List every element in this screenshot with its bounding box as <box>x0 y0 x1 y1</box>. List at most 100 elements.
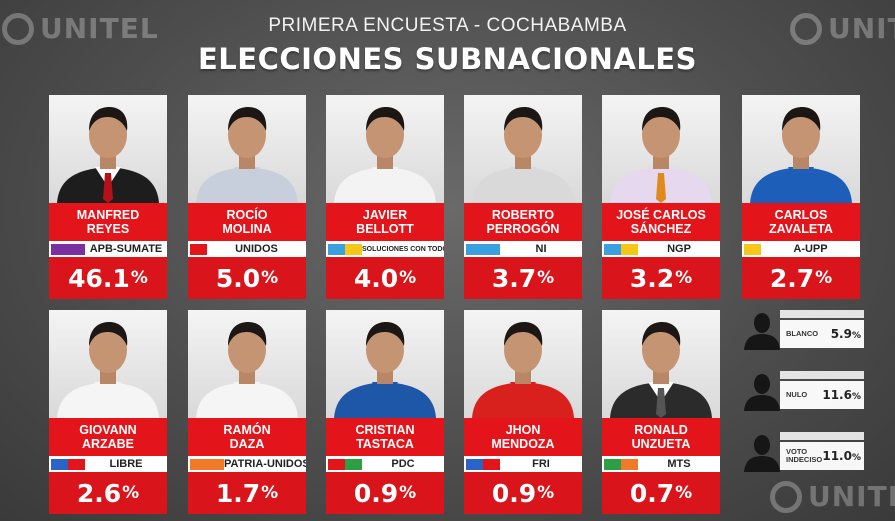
party-flag-icon <box>190 243 207 255</box>
percentage-value: 0.7 <box>629 478 675 508</box>
percentage-unit: % <box>122 483 140 503</box>
party-row: APB-SUMATE <box>49 241 167 257</box>
party-row: NI <box>464 241 582 257</box>
candidate-card: GIOVANN ARZABE LIBRE 2.6% <box>49 310 167 514</box>
other-vote-label: VOTO INDECISO <box>786 447 823 464</box>
flag-stripe <box>483 458 500 470</box>
party-flag-icon <box>190 458 224 470</box>
candidate-percentage: 0.9% <box>326 472 444 514</box>
unitel-watermark-logo: UNITEL <box>770 480 895 513</box>
party-name: A-UPP <box>793 243 828 255</box>
party-row: MTS <box>602 456 720 472</box>
candidate-percentage: 5.0% <box>188 257 306 299</box>
flag-stripe <box>483 243 500 255</box>
candidate-name: JAVIER BELLOTT <box>326 203 444 241</box>
percentage-unit: % <box>261 483 279 503</box>
flag-stripe <box>51 243 68 255</box>
candidate-card: CRISTIAN TASTACA PDC 0.9% <box>326 310 444 514</box>
flag-stripe <box>744 243 761 255</box>
candidate-name: JHON MENDOZA <box>464 418 582 456</box>
party-name: NGP <box>667 243 691 255</box>
percentage-value: 1.7 <box>215 478 261 508</box>
portrait-illustration <box>57 322 159 418</box>
candidate-photo <box>188 95 306 203</box>
unitel-watermark-logo: UNITEL <box>2 12 159 45</box>
flag-stripe <box>68 458 85 470</box>
other-vote-item: NULO 11.6% <box>742 371 864 411</box>
candidate-photo <box>602 310 720 418</box>
portrait-illustration <box>610 107 712 203</box>
party-row: A-UPP <box>742 241 860 257</box>
portrait-illustration <box>57 107 159 203</box>
party-name: NI <box>535 243 547 255</box>
label-strip <box>780 432 864 440</box>
candidate-card: JOSÉ CARLOS SÁNCHEZ NGP 3.2% <box>602 95 720 299</box>
person-silhouette-icon <box>744 374 780 411</box>
party-name: PATRIA-UNIDOS <box>224 458 306 470</box>
percentage-unit: % <box>675 483 693 503</box>
flag-stripe <box>328 243 345 255</box>
party-flag-icon <box>328 243 362 255</box>
other-vote-bar: NULO 11.6% <box>780 381 864 409</box>
candidate-name: JOSÉ CARLOS SÁNCHEZ <box>602 203 720 241</box>
candidate-percentage: 1.7% <box>188 472 306 514</box>
percentage-value: 5.9 <box>830 327 852 341</box>
flag-stripe <box>345 458 362 470</box>
percentage-value: 3.7 <box>491 263 537 293</box>
candidate-percentage: 46.1% <box>49 257 167 299</box>
party-flag-icon <box>744 243 761 255</box>
party-row: LIBRE <box>49 456 167 472</box>
candidate-card: JAVIER BELLOTT SOLUCIONES CON TODOS 4.0% <box>326 95 444 299</box>
portrait-illustration <box>750 107 852 203</box>
candidate-photo <box>326 310 444 418</box>
percentage-value: 0.9 <box>491 478 537 508</box>
candidate-name: MANFRED REYES <box>49 203 167 241</box>
page-title: ELECCIONES SUBNACIONALES <box>197 42 698 76</box>
flag-stripe <box>604 243 621 255</box>
flag-stripe <box>466 458 483 470</box>
party-flag-icon <box>466 458 500 470</box>
percentage-unit: % <box>537 268 555 288</box>
candidate-card: ROCÍO MOLINA UNIDOS 5.0% <box>188 95 306 299</box>
party-flag-icon <box>51 243 85 255</box>
party-name: LIBRE <box>109 458 143 470</box>
candidate-name: GIOVANN ARZABE <box>49 418 167 456</box>
candidate-card: ROBERTO PERROGÓN NI 3.7% <box>464 95 582 299</box>
candidate-photo <box>49 95 167 203</box>
portrait-illustration <box>334 322 436 418</box>
party-flag-icon <box>604 243 638 255</box>
flag-stripe <box>51 458 68 470</box>
candidate-photo <box>188 310 306 418</box>
candidate-percentage: 3.2% <box>602 257 720 299</box>
party-flag-icon <box>51 458 85 470</box>
candidate-percentage: 0.9% <box>464 472 582 514</box>
portrait-illustration <box>472 107 574 203</box>
party-row: NGP <box>602 241 720 257</box>
label-strip <box>780 371 864 379</box>
candidate-card: MANFRED REYES APB-SUMATE 46.1% <box>49 95 167 299</box>
person-silhouette-icon <box>744 435 780 472</box>
candidate-photo <box>49 310 167 418</box>
percentage-unit: % <box>851 453 861 463</box>
percentage-unit: % <box>675 268 693 288</box>
candidate-card: JHON MENDOZA FRI 0.9% <box>464 310 582 514</box>
party-row: PDC <box>326 456 444 472</box>
other-vote-bar: BLANCO 5.9% <box>780 320 864 348</box>
percentage-value: 11.6 <box>822 388 852 402</box>
party-flag-icon <box>466 243 500 255</box>
candidate-photo <box>602 95 720 203</box>
percentage-unit: % <box>815 268 833 288</box>
percentage-value: 0.9 <box>353 478 399 508</box>
portrait-illustration <box>334 107 436 203</box>
flag-stripe <box>345 243 362 255</box>
flag-stripe <box>466 243 483 255</box>
candidate-card: RAMÓN DAZA PATRIA-UNIDOS 1.7% <box>188 310 306 514</box>
flag-stripe <box>621 243 638 255</box>
label-strip <box>780 310 864 318</box>
candidate-name: CRISTIAN TASTACA <box>326 418 444 456</box>
candidate-name: ROBERTO PERROGÓN <box>464 203 582 241</box>
other-vote-item: VOTO INDECISO 11.0% <box>742 432 864 472</box>
candidate-percentage: 0.7% <box>602 472 720 514</box>
candidate-card: RONALD UNZUETA MTS 0.7% <box>602 310 720 514</box>
flag-stripe <box>621 458 638 470</box>
